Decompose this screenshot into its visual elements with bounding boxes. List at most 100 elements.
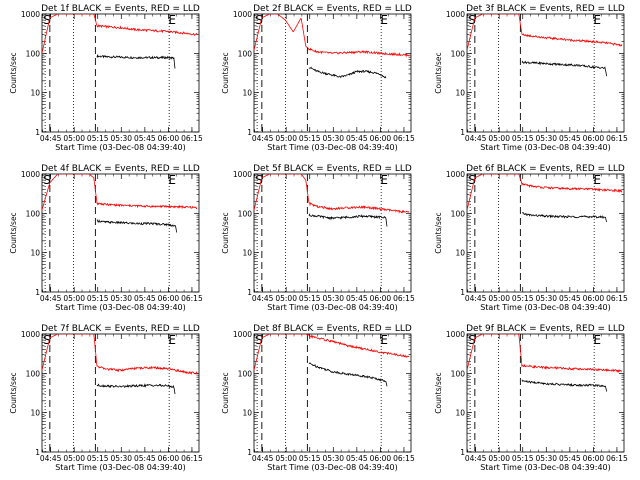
x-tick-label: 05:00 xyxy=(488,294,510,303)
x-tick-label: 06:00 xyxy=(583,134,605,143)
events-series-line xyxy=(308,66,387,79)
y-tick-label: 10 xyxy=(455,249,465,258)
y-axis-label: Counts/sec xyxy=(434,372,443,413)
plot-frame xyxy=(466,13,625,133)
x-axis-label: Start Time (03-Dec-08 04:39:40) xyxy=(480,143,611,152)
x-tick-label: 05:15 xyxy=(299,454,321,463)
x-axis-label: Start Time (03-Dec-08 04:39:40) xyxy=(480,303,611,312)
panel-title: Det 2f BLACK = Events, RED = LLD xyxy=(253,4,412,14)
end-marker-label: E xyxy=(380,173,388,187)
y-tick-label: 10 xyxy=(242,89,252,98)
y-tick-label: 1 xyxy=(460,448,465,457)
events-series-line xyxy=(96,383,176,395)
x-tick-label: 05:45 xyxy=(346,454,368,463)
events-series-line xyxy=(308,213,388,227)
x-axis-label: Start Time (03-Dec-08 04:39:40) xyxy=(267,303,398,312)
x-tick-label: 05:45 xyxy=(559,294,581,303)
lld-series-line xyxy=(254,334,410,371)
x-tick-label: 05:15 xyxy=(87,454,109,463)
x-tick-label: 06:00 xyxy=(158,294,180,303)
y-tick-label: 1 xyxy=(460,128,465,137)
y-tick-label: 10 xyxy=(30,89,40,98)
x-tick-label: 05:15 xyxy=(87,134,109,143)
x-tick-label: 06:00 xyxy=(370,134,392,143)
x-axis-label: Start Time (03-Dec-08 04:39:40) xyxy=(480,463,611,472)
x-axis-label: Start Time (03-Dec-08 04:39:40) xyxy=(267,143,398,152)
x-tick-label: 05:30 xyxy=(535,134,557,143)
panel-det-7: Det 7f BLACK = Events, RED = LLD 1 10 100 10… xyxy=(9,324,203,472)
y-tick-label: 1000 xyxy=(21,10,40,19)
x-tick-label: 05:15 xyxy=(299,134,321,143)
y-tick-label: 10 xyxy=(30,409,40,418)
x-tick-label: 05:30 xyxy=(322,134,344,143)
x-tick-label: 05:15 xyxy=(299,294,321,303)
end-marker-label: E xyxy=(168,173,176,187)
y-tick-label: 1000 xyxy=(233,10,252,19)
y-tick-label: 1 xyxy=(460,288,465,297)
panel-det-1: Det 1f BLACK = Events, RED = LLD 1 10 100 10… xyxy=(9,4,203,152)
x-tick-label: 05:15 xyxy=(512,294,534,303)
y-tick-label: 1000 xyxy=(446,330,465,339)
panel-title: Det 7f BLACK = Events, RED = LLD xyxy=(41,324,200,334)
x-tick-label: 05:00 xyxy=(63,454,85,463)
x-tick-label: 04:45 xyxy=(465,294,487,303)
x-tick-label: 05:30 xyxy=(322,294,344,303)
y-tick-label: 100 xyxy=(26,209,41,218)
x-tick-label: 05:45 xyxy=(134,134,156,143)
x-tick-label: 06:15 xyxy=(181,134,203,143)
panel-title: Det 6f BLACK = Events, RED = LLD xyxy=(466,164,625,174)
y-tick-label: 100 xyxy=(238,369,253,378)
panel-det-3: Det 3f BLACK = Events, RED = LLD 1 10 100 10… xyxy=(434,4,628,152)
panel-title: Det 1f BLACK = Events, RED = LLD xyxy=(41,4,200,14)
x-tick-label: 05:30 xyxy=(110,294,132,303)
x-tick-label: 06:15 xyxy=(393,294,415,303)
end-marker-label: E xyxy=(593,173,601,187)
y-axis-label: Counts/sec xyxy=(221,212,230,253)
x-tick-label: 05:00 xyxy=(275,454,297,463)
end-marker-label: E xyxy=(380,333,388,347)
panel-title: Det 9f BLACK = Events, RED = LLD xyxy=(466,324,625,334)
x-tick-label: 06:15 xyxy=(181,454,203,463)
y-tick-label: 10 xyxy=(30,249,40,258)
lld-series-line xyxy=(467,174,623,211)
x-tick-label: 06:15 xyxy=(393,454,415,463)
start-marker-label: S xyxy=(468,333,476,347)
y-tick-label: 100 xyxy=(238,49,253,58)
plot-frame xyxy=(466,333,625,453)
y-tick-label: 1000 xyxy=(21,330,40,339)
x-tick-label: 04:45 xyxy=(252,454,274,463)
events-series-line xyxy=(521,379,607,392)
x-tick-label: 05:15 xyxy=(87,294,109,303)
y-tick-label: 100 xyxy=(26,49,41,58)
y-axis-label: Counts/sec xyxy=(434,212,443,253)
x-tick-label: 04:45 xyxy=(40,454,62,463)
y-tick-label: 1 xyxy=(35,448,40,457)
x-tick-label: 06:00 xyxy=(158,134,180,143)
x-tick-label: 05:00 xyxy=(488,454,510,463)
events-series-line xyxy=(96,53,176,69)
x-tick-label: 05:30 xyxy=(322,454,344,463)
x-tick-label: 05:30 xyxy=(535,294,557,303)
start-marker-label: S xyxy=(43,333,51,347)
x-tick-label: 05:00 xyxy=(275,294,297,303)
x-tick-label: 05:30 xyxy=(110,454,132,463)
plot-frame xyxy=(41,333,200,453)
y-tick-label: 1000 xyxy=(233,330,252,339)
x-axis-label: Start Time (03-Dec-08 04:39:40) xyxy=(55,463,186,472)
x-tick-label: 06:15 xyxy=(606,294,628,303)
x-tick-label: 04:45 xyxy=(252,294,274,303)
x-tick-label: 06:00 xyxy=(370,294,392,303)
y-axis-label: Counts/sec xyxy=(221,372,230,413)
panel-title: Det 4f BLACK = Events, RED = LLD xyxy=(41,164,200,174)
panel-det-4: Det 4f BLACK = Events, RED = LLD 1 10 100 10… xyxy=(9,164,203,312)
x-tick-label: 06:15 xyxy=(181,294,203,303)
y-tick-label: 1000 xyxy=(446,10,465,19)
end-marker-label: E xyxy=(593,13,601,27)
start-marker-label: S xyxy=(468,13,476,27)
lld-series-line xyxy=(254,174,410,214)
y-tick-label: 100 xyxy=(451,49,466,58)
y-tick-label: 1 xyxy=(247,288,252,297)
panel-title: Det 3f BLACK = Events, RED = LLD xyxy=(466,4,625,14)
panel-det-2: Det 2f BLACK = Events, RED = LLD 1 10 100 10… xyxy=(221,4,415,152)
